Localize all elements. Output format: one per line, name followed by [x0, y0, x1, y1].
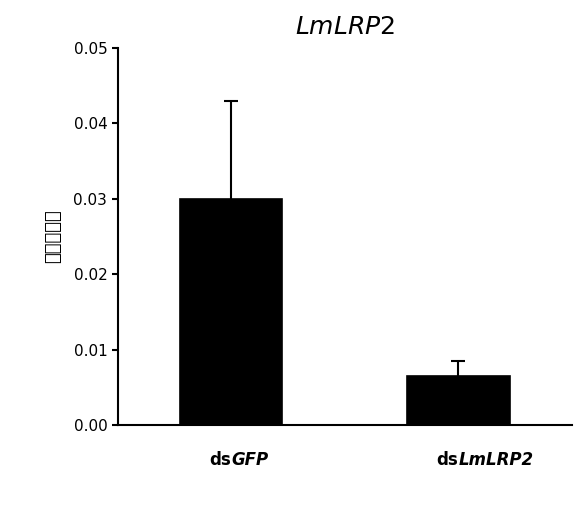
Bar — [180, 199, 282, 425]
Text: ds: ds — [437, 451, 458, 469]
Text: ***: *** — [447, 380, 470, 394]
Y-axis label: 相对表达量: 相对表达量 — [45, 210, 62, 263]
Text: ds: ds — [210, 451, 231, 469]
Bar — [407, 376, 510, 425]
Title: $\mathbf{\mathit{LmLRP2}}$: $\mathbf{\mathit{LmLRP2}}$ — [295, 15, 395, 39]
Text: GFP: GFP — [231, 451, 268, 469]
Text: LmLRP2: LmLRP2 — [458, 451, 534, 469]
